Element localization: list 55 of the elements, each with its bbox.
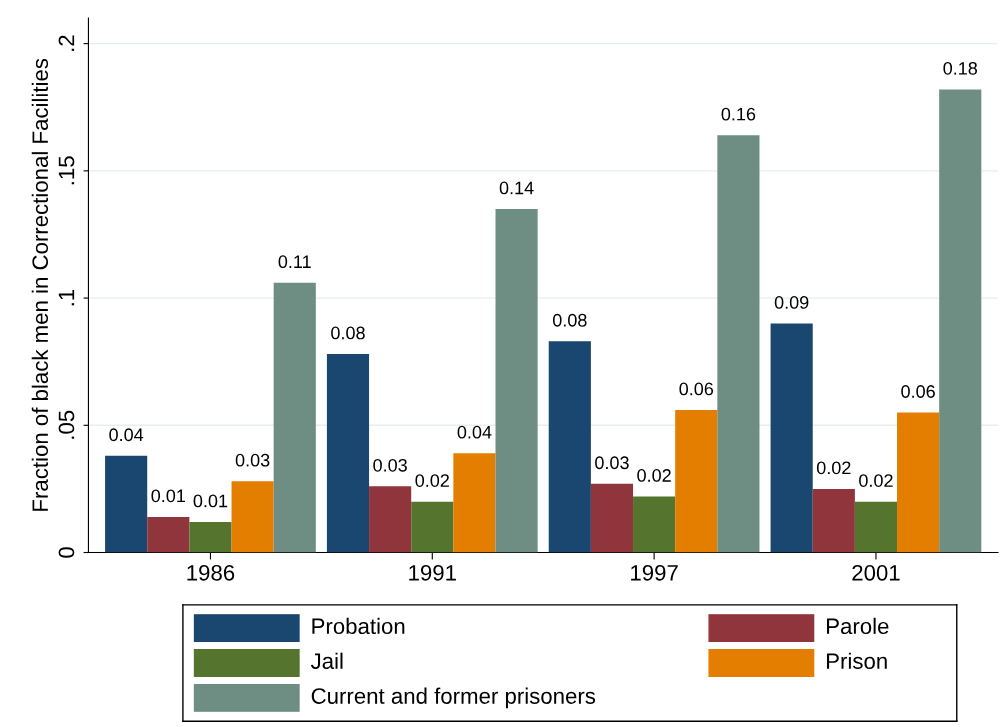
- bar: [854, 501, 898, 553]
- data-label: 0.09: [774, 296, 809, 309]
- y-tick-label: 0: [58, 547, 75, 558]
- legend-label: Probation: [312, 617, 405, 635]
- y-axis-title: Fraction of black men in Correctional Facilities: [31, 58, 49, 511]
- bar: [675, 410, 718, 553]
- data-label: 0.02: [816, 461, 851, 475]
- data-label: 0.01: [151, 489, 185, 503]
- bar: [548, 341, 591, 553]
- bar: [770, 323, 813, 553]
- y-tick-label: .2: [58, 35, 75, 51]
- data-label: 0.11: [278, 255, 311, 269]
- data-label: 0.18: [943, 61, 978, 75]
- bar: [105, 455, 148, 553]
- bar: [273, 282, 316, 553]
- data-label: 0.03: [595, 456, 629, 470]
- data-label: 0.03: [373, 458, 407, 472]
- legend-label: Current and former prisoners: [311, 687, 596, 709]
- bar: [453, 453, 496, 553]
- x-tick-label: 1991: [409, 564, 456, 581]
- bar: [633, 496, 676, 553]
- legend-label: Jail: [310, 652, 343, 669]
- bar: [326, 354, 370, 553]
- y-tick-label: .05: [58, 410, 75, 439]
- legend-label: Prison: [827, 652, 887, 669]
- legend-label: Parole: [827, 617, 889, 635]
- x-tick-label: 2001: [852, 564, 900, 581]
- y-tick-label: .15: [58, 156, 75, 185]
- data-label: 0.08: [331, 326, 365, 340]
- bar: [495, 209, 538, 553]
- bar: [231, 481, 274, 553]
- data-label: 0.14: [499, 181, 534, 195]
- data-label: 0.04: [109, 428, 144, 442]
- x-tick-label: 1997: [631, 564, 678, 581]
- bar: [939, 89, 982, 553]
- data-label: 0.02: [859, 474, 893, 487]
- bar: [369, 486, 412, 553]
- bar: [147, 516, 190, 553]
- y-tick-label: .1: [58, 289, 75, 306]
- data-label: 0.06: [901, 385, 935, 398]
- data-label: 0.02: [637, 469, 671, 482]
- bar: [189, 521, 232, 553]
- bar: [717, 135, 760, 553]
- data-label: 0.01: [193, 494, 228, 508]
- bar: [812, 488, 855, 553]
- bar: [897, 412, 940, 553]
- data-label: 0.04: [457, 425, 492, 439]
- data-label: 0.08: [552, 313, 587, 327]
- data-label: 0.02: [415, 474, 449, 487]
- data-label: 0.16: [721, 107, 756, 121]
- data-label: 0.06: [679, 382, 714, 396]
- x-tick-label: 1986: [187, 564, 235, 581]
- bar: [590, 483, 634, 553]
- bar: [411, 501, 454, 553]
- data-label: 0.03: [235, 453, 270, 467]
